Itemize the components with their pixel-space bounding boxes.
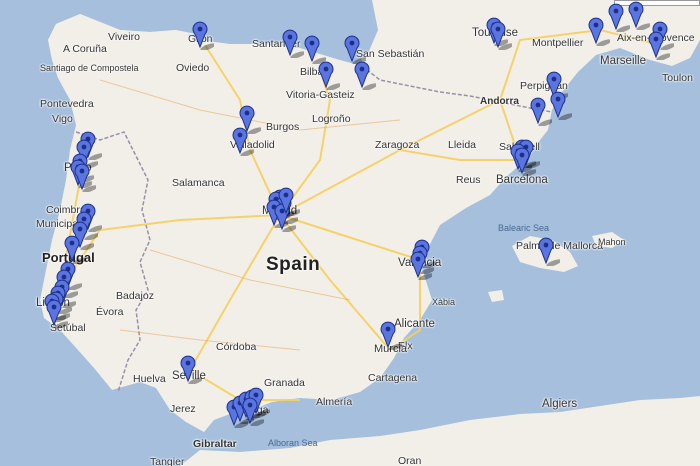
label-alicante: Alicante	[394, 318, 435, 330]
label-oran: Oran	[398, 455, 422, 466]
map-marker-pin[interactable]	[278, 186, 300, 216]
map-marker-pin[interactable]	[530, 96, 552, 126]
label-vigo: Vigo	[52, 113, 73, 125]
map-marker-pin[interactable]	[239, 104, 261, 134]
label-granada: Granada	[264, 377, 305, 389]
map-marker-pin[interactable]	[538, 236, 560, 266]
label-santiago: Santiago de Compostela	[40, 63, 139, 73]
map-marker-pin[interactable]	[550, 90, 572, 120]
map-marker-pin[interactable]	[304, 34, 326, 64]
label-mahon: Mahon	[598, 237, 626, 247]
label-coruna: A Coruña	[63, 43, 107, 55]
label-reus: Reus	[456, 174, 481, 186]
label-logrono: Logroño	[312, 113, 351, 125]
label-murcia: Murcia	[374, 343, 407, 355]
label-cordoba: Córdoba	[216, 341, 257, 353]
map-marker-pin[interactable]	[72, 220, 94, 250]
label-viveiro: Viveiro	[108, 31, 140, 43]
map-marker-pin[interactable]	[76, 138, 98, 168]
label-toulon: Toulon	[662, 72, 693, 84]
map-marker-pin[interactable]	[608, 2, 630, 32]
label-balearic-sea: Balearic Sea	[498, 223, 550, 233]
label-sansebastian: San Sebastián	[356, 48, 425, 60]
map-marker-pin[interactable]	[180, 354, 202, 384]
map-marker-pin[interactable]	[74, 162, 96, 192]
map-marker-pin[interactable]	[514, 146, 536, 176]
label-montpellier: Montpellier	[532, 37, 584, 49]
label-gibraltar: Gibraltar	[193, 438, 237, 450]
label-setubal: Setúbal	[50, 322, 86, 334]
label-palma: Palma de Mallorca	[516, 240, 603, 252]
map-marker-pin[interactable]	[490, 20, 512, 50]
label-burgos: Burgos	[266, 121, 300, 133]
label-zaragoza: Zaragoza	[375, 139, 420, 151]
label-evora: Évora	[96, 306, 124, 318]
label-badajoz: Badajoz	[116, 290, 154, 302]
map-marker-pin[interactable]	[648, 30, 670, 60]
map-marker-pin[interactable]	[232, 126, 254, 156]
label-huelva: Huelva	[133, 373, 166, 385]
map-marker-pin[interactable]	[354, 60, 376, 90]
label-lleida: Lleida	[448, 139, 477, 151]
label-alboran-sea: Alboran Sea	[268, 438, 318, 448]
label-algiers: Algiers	[542, 398, 578, 410]
map-marker-pin[interactable]	[628, 0, 650, 30]
label-elx: Elx	[398, 340, 413, 352]
label-salamanca: Salamanca	[172, 177, 225, 189]
label-andorra: Andorra	[480, 96, 519, 107]
map-marker-pin[interactable]	[380, 320, 402, 350]
map-marker-pin[interactable]	[410, 250, 432, 280]
label-barcelona: Barcelona	[496, 174, 548, 186]
map-marker-pin[interactable]	[46, 298, 68, 328]
label-xabia: Xàbia	[432, 297, 456, 307]
label-marseille: Marseille	[600, 55, 647, 67]
map-marker-pin[interactable]	[344, 34, 366, 64]
label-oviedo: Oviedo	[176, 62, 210, 74]
label-vitoria: Vitoria-Gasteiz	[286, 89, 355, 101]
map-marker-pin[interactable]	[318, 60, 340, 90]
label-cartagena: Cartagena	[368, 372, 418, 384]
map-marker-pin[interactable]	[242, 396, 264, 426]
map-marker-pin[interactable]	[192, 20, 214, 50]
label-pontevedra: Pontevedra	[40, 98, 94, 110]
label-tangier: Tangier	[150, 456, 185, 466]
map-marker-pin[interactable]	[588, 16, 610, 46]
map-marker-pin[interactable]	[64, 234, 86, 264]
map-marker-pin[interactable]	[282, 28, 304, 58]
label-coimbra: Coimbra	[46, 204, 86, 216]
label-almeria: Almería	[316, 396, 353, 408]
map-marker-pin[interactable]	[652, 20, 674, 50]
label-jerez: Jerez	[170, 403, 196, 415]
label-spain: Spain	[266, 254, 321, 275]
label-portugal: Portugal	[42, 250, 95, 265]
